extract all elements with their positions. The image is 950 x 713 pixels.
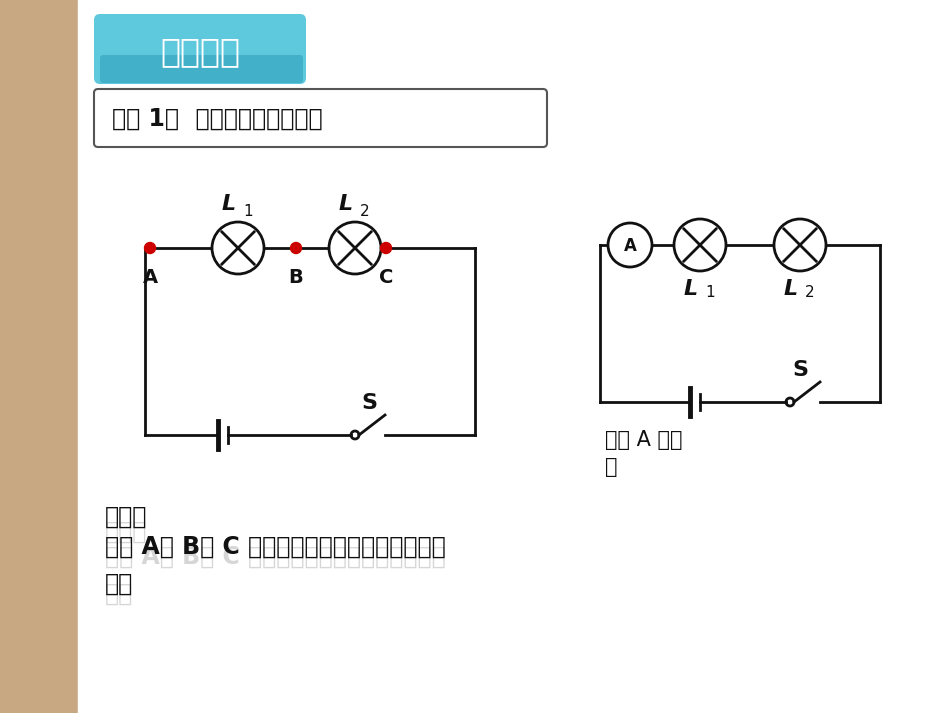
Circle shape: [674, 219, 726, 271]
Text: C: C: [379, 268, 393, 287]
Text: 猜想：: 猜想：: [105, 505, 147, 529]
Text: 流: 流: [605, 457, 618, 477]
Bar: [0, 0, 78, 713]
Text: 系？: 系？: [105, 572, 133, 596]
Text: B: B: [289, 268, 303, 287]
Text: L: L: [222, 194, 236, 214]
Text: S: S: [361, 393, 377, 413]
FancyBboxPatch shape: [94, 14, 306, 84]
Text: S: S: [792, 360, 808, 380]
Text: 流过 A、 B、 C 各点的电流大小可能存在什么关: 流过 A、 B、 C 各点的电流大小可能存在什么关: [105, 535, 446, 559]
Text: 系？: 系？: [105, 582, 133, 606]
FancyBboxPatch shape: [94, 89, 547, 147]
Text: 2: 2: [805, 285, 814, 300]
Text: 2: 2: [360, 204, 370, 219]
Circle shape: [291, 242, 301, 254]
Circle shape: [608, 223, 652, 267]
Text: 1: 1: [243, 204, 253, 219]
Text: 猜想：: 猜想：: [105, 520, 147, 544]
Text: A: A: [142, 268, 158, 287]
Text: 1: 1: [705, 285, 714, 300]
Circle shape: [144, 242, 156, 254]
Text: 实验探究: 实验探究: [160, 36, 240, 68]
FancyBboxPatch shape: [100, 55, 303, 83]
Text: L: L: [684, 279, 698, 299]
Circle shape: [381, 242, 391, 254]
Text: A: A: [623, 237, 636, 255]
Text: 流过 A、 B、 C 各点的电流大小可能存在什么关: 流过 A、 B、 C 各点的电流大小可能存在什么关: [105, 545, 446, 569]
Circle shape: [329, 222, 381, 274]
Text: 探究 1：  串联电路的电流规律: 探究 1： 串联电路的电流规律: [112, 107, 323, 131]
Circle shape: [212, 222, 264, 274]
Circle shape: [774, 219, 826, 271]
Text: 测量 A 点电: 测量 A 点电: [605, 430, 682, 450]
Text: L: L: [339, 194, 353, 214]
Text: L: L: [784, 279, 798, 299]
